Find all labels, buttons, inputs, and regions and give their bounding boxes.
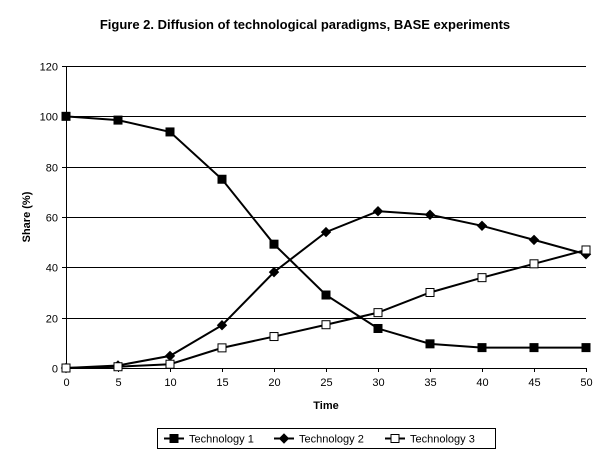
data-point [424, 209, 436, 220]
data-point [216, 320, 228, 331]
axes: 0 20 40 60 80 100 120 0 5 10 15 20 25 30 35 40 45 50 [40, 62, 593, 390]
legend-item: Technology 3 [385, 434, 475, 446]
y-tick-label: 80 [46, 163, 58, 175]
x-tick-label: 20 [268, 377, 280, 389]
legend-label: Technology 3 [410, 434, 475, 446]
data-point [165, 359, 175, 369]
data-point [372, 206, 384, 217]
legend-item: Technology 1 [164, 434, 254, 446]
y-tick-label: 120 [40, 62, 58, 74]
series-technology-3 [61, 245, 591, 373]
data-point [321, 320, 331, 330]
data-point [164, 350, 176, 362]
gridlines [66, 66, 586, 319]
y-tick-label: 20 [46, 314, 58, 326]
data-point [113, 362, 123, 372]
y-tick-label: 40 [46, 263, 58, 275]
data-point [268, 266, 280, 278]
x-axis-label: Time [313, 400, 338, 412]
data-point [61, 363, 71, 373]
data-point [269, 332, 279, 342]
data-point [581, 343, 591, 353]
data-point [373, 323, 383, 333]
x-tick-label: 15 [216, 377, 228, 389]
x-tick-label: 30 [372, 377, 384, 389]
data-point [529, 343, 539, 353]
legend-label: Technology 2 [299, 434, 364, 446]
data-point [529, 259, 539, 269]
legend-item: Technology 2 [274, 433, 364, 446]
data-point [113, 115, 123, 125]
y-tick-label: 60 [46, 213, 58, 225]
legend: Technology 1 Technology 2 Technology 3 [157, 428, 496, 449]
series-group [60, 111, 592, 374]
legend-marker [278, 433, 290, 444]
data-point [477, 343, 487, 353]
y-tick-label: 0 [52, 364, 58, 376]
data-point [425, 339, 435, 349]
x-tick-label: 45 [528, 377, 540, 389]
x-tick-label: 5 [115, 377, 121, 389]
x-tick-label: 35 [424, 377, 436, 389]
y-axis-label: Share (%) [21, 191, 33, 242]
data-point [581, 245, 591, 255]
legend-marker [390, 434, 400, 443]
x-tick-label: 40 [476, 377, 488, 389]
y-tick-label: 100 [40, 112, 58, 124]
data-point [217, 174, 227, 184]
data-point [425, 288, 435, 297]
legend-box [157, 428, 496, 449]
data-point [373, 308, 383, 318]
data-point [61, 111, 71, 121]
data-point [477, 273, 487, 283]
x-tick-label: 25 [320, 377, 332, 389]
data-point [528, 234, 540, 246]
chart-title: Figure 2. Diffusion of technological par… [100, 17, 510, 32]
x-tick-label: 0 [63, 377, 69, 389]
series-technology-1 [61, 111, 591, 353]
data-point [217, 343, 227, 353]
data-point [476, 220, 488, 232]
data-point [165, 127, 175, 137]
data-point [321, 290, 331, 300]
x-tick-label: 10 [164, 377, 176, 389]
x-tick-label: 50 [580, 377, 592, 389]
legend-marker [169, 434, 179, 443]
legend-label: Technology 1 [189, 434, 254, 446]
data-point [320, 226, 332, 238]
data-point [269, 239, 279, 249]
